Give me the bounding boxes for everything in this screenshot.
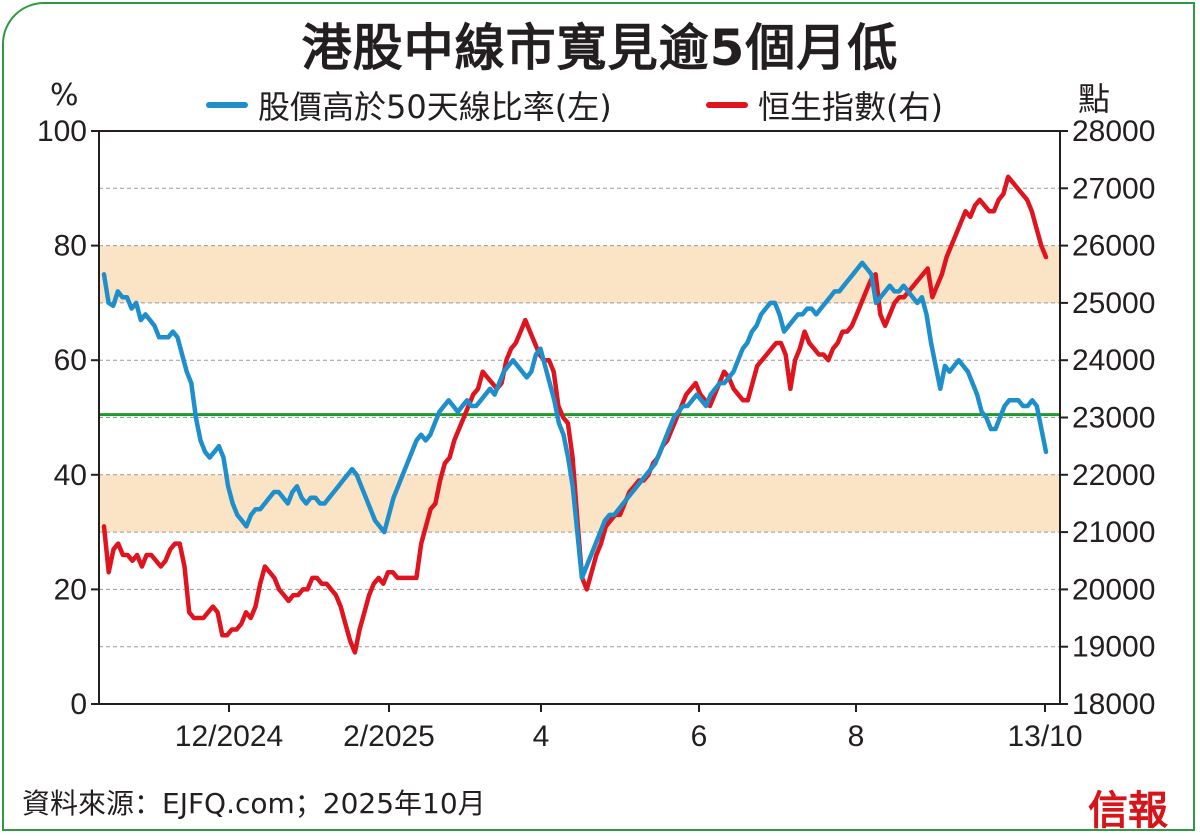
left-tick-label: 80: [54, 230, 87, 263]
left-tick-label: 100: [37, 115, 87, 148]
publisher-logo: 信報: [1088, 787, 1168, 834]
left-tick-label: 40: [54, 459, 87, 492]
right-tick-label: 23000: [1072, 402, 1155, 435]
right-tick-label: 26000: [1072, 230, 1155, 263]
right-tick-label: 25000: [1072, 287, 1155, 320]
shaded-band-1: [99, 245, 1060, 303]
x-tick-label: 13/10: [1007, 720, 1082, 753]
x-tick-label: 6: [691, 720, 708, 753]
series-line-breadth: [101, 260, 1049, 581]
legend-swatch-breadth: [206, 102, 248, 108]
legend-label-breadth: 股價高於50天線比率(左): [258, 88, 612, 126]
right-tick-label: 22000: [1072, 459, 1155, 492]
right-tick-label: 21000: [1072, 516, 1155, 549]
legend-item-hsi: 恒生指數(右): [706, 82, 943, 128]
right-axis-unit: 點: [1078, 80, 1111, 118]
x-tick-label: 4: [533, 720, 550, 753]
left-axis-unit: %: [50, 78, 79, 113]
right-tick-label: 24000: [1072, 344, 1155, 377]
right-tick-label: 28000: [1072, 115, 1155, 148]
left-tick-label: 60: [54, 344, 87, 377]
right-tick-label: 20000: [1072, 573, 1155, 606]
left-tick-label: 20: [54, 573, 87, 606]
left-tick-label: 0: [70, 688, 87, 721]
legend-item-breadth: 股價高於50天線比率(左): [206, 82, 612, 128]
chart-title: 港股中線市寬見逾5個月低: [301, 19, 899, 77]
right-tick-label: 27000: [1072, 172, 1155, 205]
source-note: 資料來源：EJFQ.com；2025年10月: [22, 787, 486, 820]
x-tick-label: 12/2024: [175, 720, 283, 753]
x-tick-label: 2/2025: [343, 720, 435, 753]
legend-swatch-hsi: [706, 102, 748, 108]
right-tick-label: 19000: [1072, 631, 1155, 664]
x-tick-label: 8: [848, 720, 865, 753]
right-tick-label: 18000: [1072, 688, 1155, 721]
legend-label-hsi: 恒生指數(右): [758, 88, 943, 126]
